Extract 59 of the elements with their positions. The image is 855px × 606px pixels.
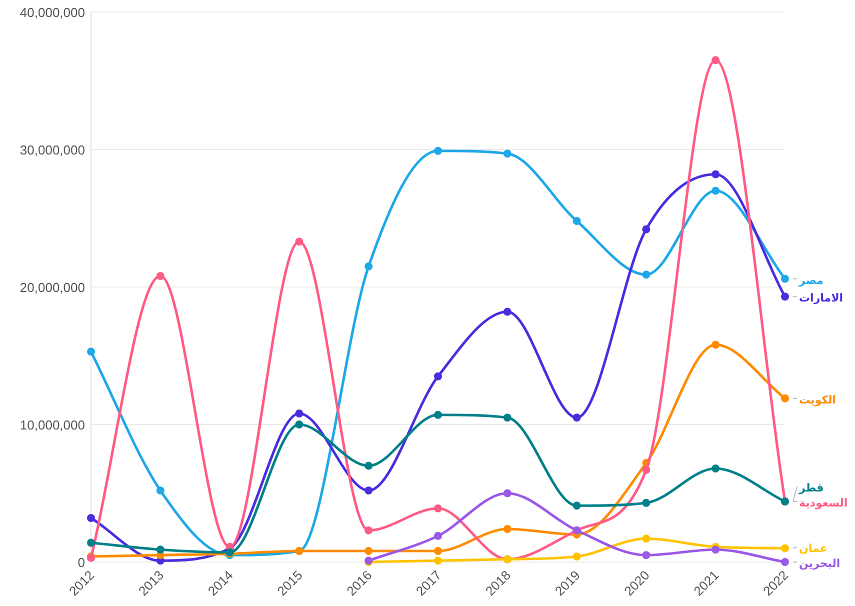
point [781, 394, 789, 402]
point [156, 272, 164, 280]
point [781, 274, 789, 283]
point [364, 262, 373, 270]
point [434, 547, 442, 555]
point [572, 414, 581, 422]
point [295, 238, 304, 246]
series-label: البحرين [799, 557, 840, 570]
point [642, 225, 650, 234]
point [364, 462, 373, 470]
y-tick-label: 0 [78, 555, 85, 570]
point [572, 217, 581, 225]
series-label: مصر [798, 274, 824, 287]
y-tick-label: 40,000,000 [20, 5, 85, 20]
point [642, 551, 650, 560]
point [434, 372, 442, 380]
point [781, 558, 789, 566]
point [503, 489, 512, 498]
point [434, 146, 442, 155]
series-label: الامارات [799, 292, 844, 305]
point [712, 546, 720, 554]
point [712, 464, 720, 472]
y-tick-label: 30,000,000 [20, 142, 85, 158]
y-tick-label: 20,000,000 [20, 280, 85, 295]
point [712, 170, 720, 178]
point [642, 466, 650, 474]
point [364, 486, 373, 494]
point [642, 534, 650, 543]
point [781, 292, 789, 301]
point [364, 547, 373, 555]
point [572, 552, 581, 560]
point [434, 410, 442, 419]
point [434, 556, 442, 565]
point [295, 410, 304, 418]
point [87, 538, 95, 547]
point [364, 526, 373, 534]
point [434, 532, 442, 540]
point [781, 544, 789, 552]
series-label: قطر [798, 482, 824, 494]
point [712, 186, 720, 195]
series-label: السعودية [799, 496, 848, 510]
point [503, 308, 512, 316]
point [295, 420, 304, 428]
point [712, 340, 720, 349]
y-tick-label: 10,000,000 [20, 418, 85, 432]
point [156, 486, 164, 494]
point [642, 270, 650, 279]
point [156, 546, 164, 554]
point [87, 514, 95, 522]
point [503, 414, 512, 422]
point [434, 504, 442, 512]
point [87, 348, 95, 356]
point [572, 502, 581, 510]
series-label: عمان [799, 542, 828, 555]
point [503, 150, 512, 158]
point [642, 498, 650, 507]
point [712, 56, 720, 64]
point [503, 525, 512, 533]
series-label: الكويت [799, 393, 836, 406]
